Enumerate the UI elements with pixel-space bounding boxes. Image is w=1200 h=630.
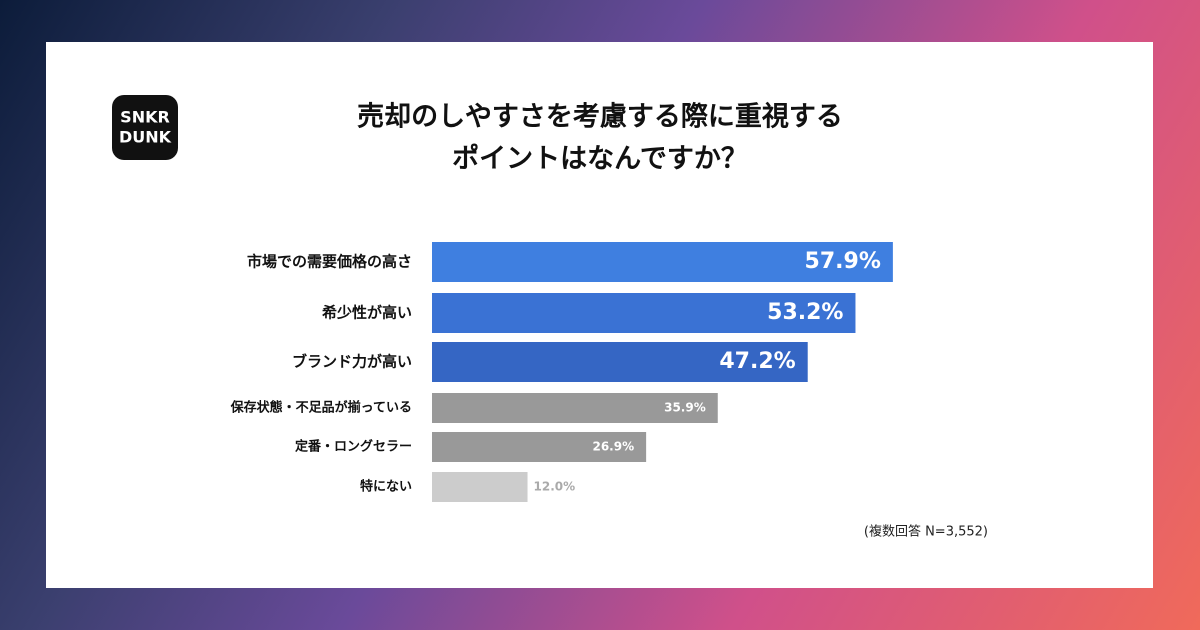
chart-title: 売却のしやすさを考慮する際に重視する: [357, 102, 843, 133]
bar: [432, 342, 808, 382]
category-label: 定番・ロングセラー: [294, 439, 412, 455]
bar: [432, 432, 647, 462]
chart-title: ポイントはなんですか？: [452, 144, 748, 175]
logo-text: SNKR: [120, 108, 170, 127]
value-label: 57.9%: [805, 249, 881, 274]
category-label: ブランド力が高い: [292, 353, 412, 371]
value-label: 12.0%: [534, 480, 576, 494]
logo-box: [112, 95, 178, 160]
value-label: 35.9%: [664, 401, 706, 415]
category-label: 特にない: [360, 479, 412, 495]
category-label: 保存状態・不足品が揃っている: [230, 400, 412, 416]
bar: [432, 472, 528, 502]
value-label: 26.9%: [592, 440, 634, 454]
bar: [432, 393, 718, 423]
category-label: 希少性が高い: [322, 304, 412, 322]
logo-text: DUNK: [119, 128, 172, 147]
note: (複数回答 N=3,552): [864, 524, 988, 540]
category-label: 市場での需要価格の高さ: [247, 253, 412, 271]
value-label: 53.2%: [767, 300, 843, 325]
bar: [432, 242, 893, 282]
bar: [432, 293, 856, 333]
value-label: 47.2%: [719, 349, 795, 374]
